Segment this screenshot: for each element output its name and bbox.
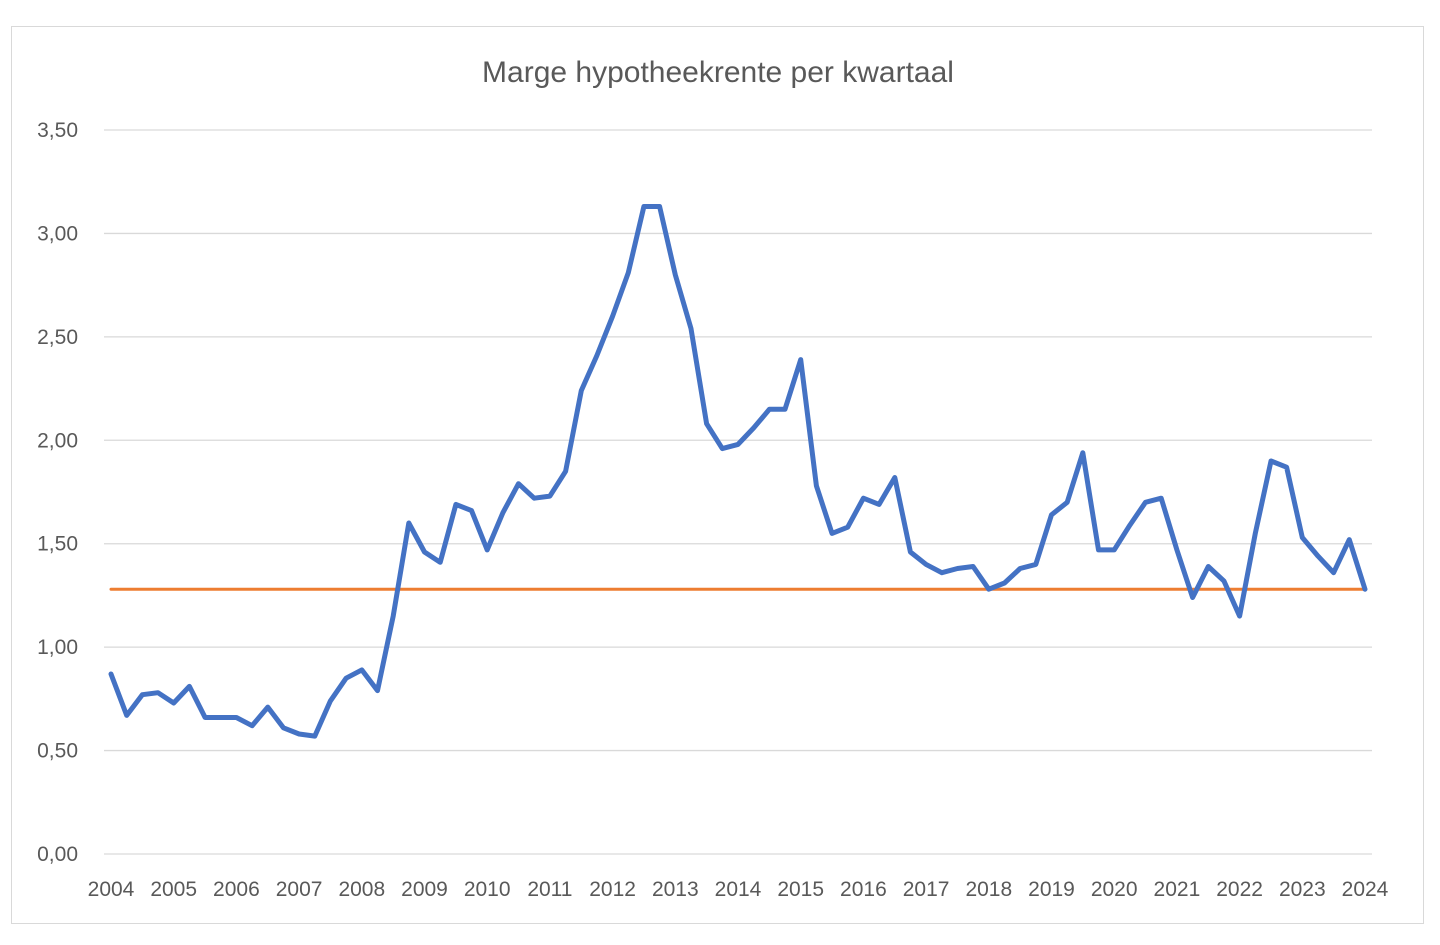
x-tick-label: 2012 bbox=[589, 878, 636, 901]
x-tick-label: 2005 bbox=[150, 878, 197, 901]
y-tick-label: 0,00 bbox=[37, 843, 78, 866]
x-tick-label: 2004 bbox=[88, 878, 135, 901]
x-tick-label: 2023 bbox=[1279, 878, 1326, 901]
x-tick-label: 2019 bbox=[1028, 878, 1075, 901]
gridlines bbox=[104, 129, 1372, 855]
y-tick-label: 1,50 bbox=[37, 533, 78, 556]
chart-title: Marge hypotheekrente per kwartaal bbox=[482, 56, 954, 89]
series-line-margin bbox=[108, 204, 1368, 739]
series-layer bbox=[108, 204, 1368, 739]
y-tick-label: 1,00 bbox=[37, 636, 78, 659]
x-tick-label: 2018 bbox=[965, 878, 1012, 901]
y-tick-label: 0,50 bbox=[37, 740, 78, 763]
x-tick-label: 2017 bbox=[903, 878, 950, 901]
y-axis-tick-labels: 0,00 0,50 1,00 1,50 2,00 2,50 3,00 3,50 bbox=[37, 119, 78, 866]
y-tick-label: 3,50 bbox=[37, 119, 78, 142]
y-tick-label: 3,00 bbox=[37, 222, 78, 245]
x-tick-label: 2022 bbox=[1216, 878, 1263, 901]
y-tick-label: 2,50 bbox=[37, 326, 78, 349]
x-axis-tick-labels: 2004 2005 2006 2007 2008 2009 2010 2011 2012 2013… bbox=[88, 878, 1389, 901]
x-tick-label: 2021 bbox=[1154, 878, 1201, 901]
x-tick-label: 2011 bbox=[527, 878, 572, 901]
x-tick-label: 2009 bbox=[401, 878, 448, 901]
chart-frame bbox=[11, 26, 1424, 924]
x-tick-label: 2016 bbox=[840, 878, 887, 901]
x-tick-label: 2020 bbox=[1091, 878, 1138, 901]
x-tick-label: 2007 bbox=[276, 878, 323, 901]
x-tick-label: 2006 bbox=[213, 878, 260, 901]
x-tick-label: 2015 bbox=[777, 878, 824, 901]
x-tick-label: 2013 bbox=[652, 878, 699, 901]
x-tick-label: 2014 bbox=[715, 878, 762, 901]
x-tick-label: 2010 bbox=[464, 878, 511, 901]
y-tick-label: 2,00 bbox=[37, 429, 78, 452]
x-tick-label: 2008 bbox=[338, 878, 385, 901]
x-tick-label: 2024 bbox=[1342, 878, 1389, 901]
